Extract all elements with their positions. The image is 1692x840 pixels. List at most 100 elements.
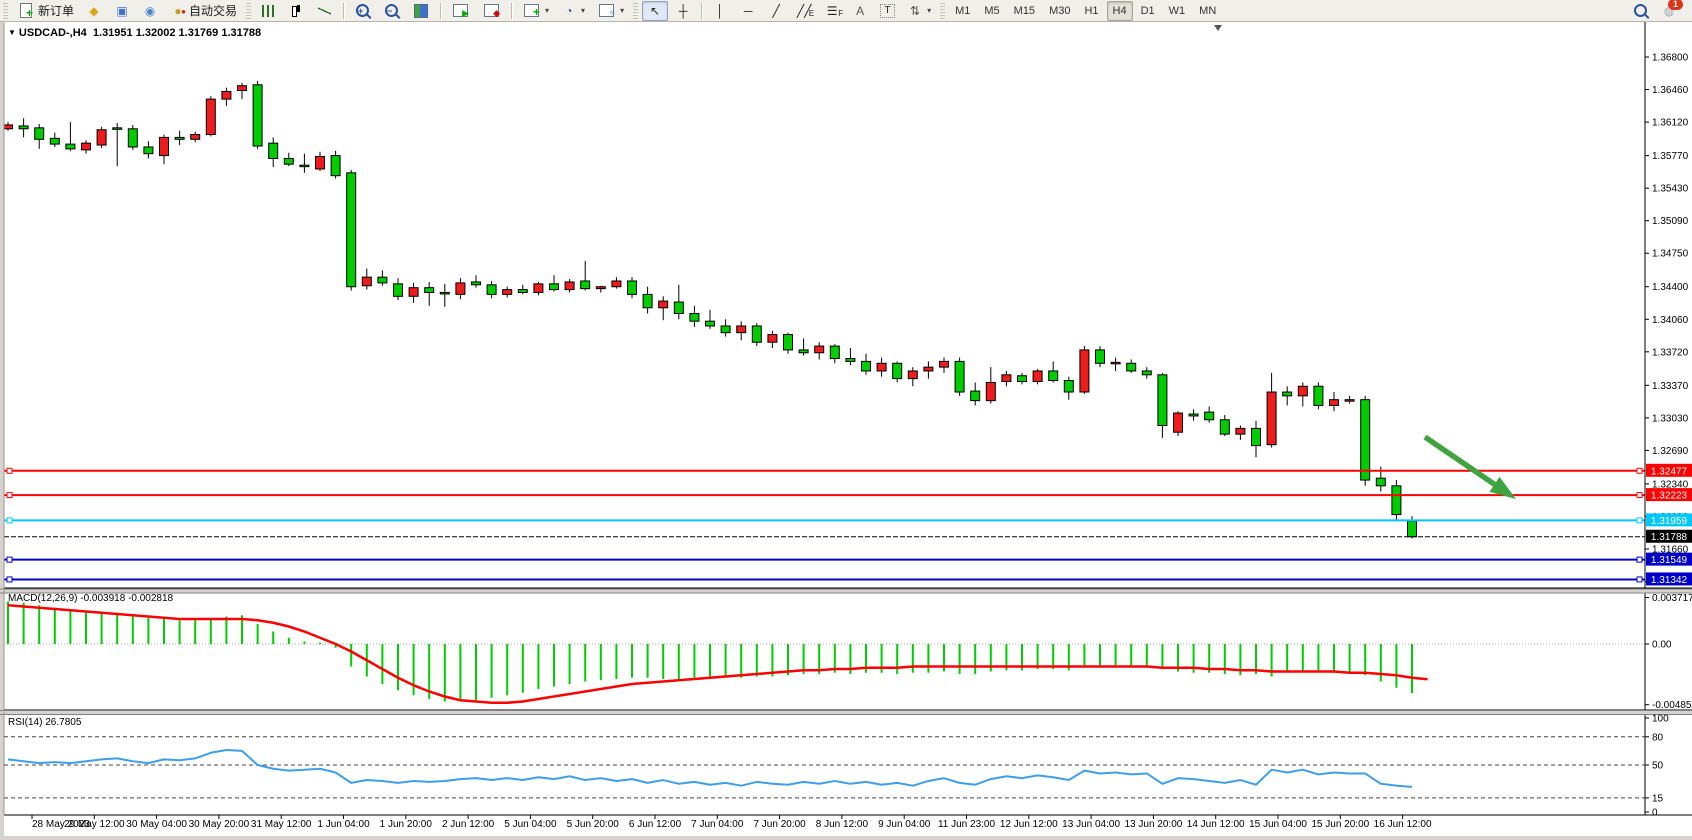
chart-shift-button[interactable]: ◆: [477, 1, 506, 21]
timeframe-d1[interactable]: D1: [1140, 4, 1155, 17]
line-chart-icon: [318, 4, 332, 17]
timeframe-m1[interactable]: M1: [955, 4, 971, 17]
zoom-in-button[interactable]: +: [349, 1, 376, 21]
search-icon: [1634, 4, 1647, 17]
svg-text:1.31788: 1.31788: [1651, 532, 1688, 543]
bar-chart-button[interactable]: [255, 1, 281, 21]
rsi-line: [7, 748, 1413, 788]
horizontal-level-lines[interactable]: 1.32477 1.32223 1.31959 1.31549 1.31342: [4, 463, 1692, 586]
candlestick-chart-button[interactable]: [283, 1, 309, 21]
autotrading-label: 自动交易: [189, 4, 238, 18]
rsi-panel[interactable]: 100 80 50 15 0: [4, 714, 1669, 819]
svg-text:5 Jun 20:00: 5 Jun 20:00: [567, 819, 620, 830]
autotrading-button[interactable]: ● ● 自动交易: [165, 1, 242, 21]
tile-windows-button[interactable]: [407, 1, 435, 21]
macd-signal-line: [7, 604, 1428, 704]
zoom-out-button[interactable]: −: [378, 1, 405, 21]
toolbar-grip[interactable]: [633, 2, 639, 19]
timeframe-mn[interactable]: MN: [1199, 4, 1217, 17]
annotation-arrow[interactable]: [1423, 434, 1516, 499]
svg-text:11 Jun 23:00: 11 Jun 23:00: [938, 819, 996, 830]
timeframe-h1[interactable]: H1: [1084, 4, 1099, 17]
chart-shift-marker-icon[interactable]: [1214, 25, 1222, 31]
search-button[interactable]: [1627, 1, 1654, 21]
svg-text:1.31959: 1.31959: [1651, 516, 1688, 527]
notification-badge: 1: [1668, 0, 1683, 10]
chart-menu-triangle-icon[interactable]: ▼: [8, 28, 16, 37]
market-watch-button[interactable]: ◆: [81, 1, 107, 21]
svg-text:15: 15: [1652, 793, 1664, 804]
cursor-button[interactable]: ↖: [642, 0, 669, 21]
svg-text:1.35090: 1.35090: [1652, 216, 1689, 227]
trendline-button[interactable]: ╱: [763, 1, 789, 21]
text-button[interactable]: A: [847, 1, 873, 21]
svg-text:100: 100: [1652, 714, 1669, 725]
macd-panel[interactable]: 0.003717 0.00 -0.004854: [4, 593, 1692, 711]
svg-text:1.36460: 1.36460: [1652, 85, 1689, 96]
svg-text:13 Jun 04:00: 13 Jun 04:00: [1062, 819, 1120, 830]
chart-shift-icon: ◆: [484, 4, 500, 18]
svg-text:1.34400: 1.34400: [1652, 282, 1689, 293]
crosshair-button[interactable]: ┼: [670, 1, 696, 21]
candles-layer[interactable]: [4, 80, 1417, 539]
new-order-button[interactable]: 新订单: [12, 1, 79, 21]
svg-text:9 Jun 04:00: 9 Jun 04:00: [878, 819, 931, 830]
svg-text:1.33030: 1.33030: [1652, 413, 1689, 424]
notifications-button[interactable]: ◍ 1: [1656, 0, 1683, 21]
line-chart-button[interactable]: [311, 1, 338, 21]
svg-text:15 Jun 04:00: 15 Jun 04:00: [1249, 819, 1307, 830]
toolbar-grip[interactable]: [246, 2, 252, 19]
svg-text:28 May 2023: 28 May 2023: [32, 819, 90, 830]
zoom-out-icon: −: [385, 4, 399, 17]
periods-button[interactable]: ◔ ▾: [556, 1, 590, 21]
arrows-button[interactable]: ⇅ ▾: [902, 1, 936, 21]
templates-button[interactable]: ∿ ▾: [592, 1, 629, 21]
svg-text:1.32477: 1.32477: [1651, 466, 1688, 477]
svg-text:1.33370: 1.33370: [1652, 381, 1689, 392]
fibonacci-button[interactable]: ☰ F: [819, 1, 845, 21]
svg-text:7 Jun 20:00: 7 Jun 20:00: [753, 819, 806, 830]
zoom-in-icon: +: [356, 4, 370, 17]
svg-text:80: 80: [1652, 732, 1664, 743]
horizontal-line-button[interactable]: ─: [735, 1, 761, 21]
trendline-icon: ╱: [772, 3, 780, 18]
svg-text:15 Jun 20:00: 15 Jun 20:00: [1311, 819, 1369, 830]
auto-scroll-icon: ▶: [453, 4, 469, 18]
timeframe-h4[interactable]: H4: [1106, 0, 1133, 21]
text-icon: A: [856, 3, 865, 18]
templates-icon: ∿: [599, 4, 615, 17]
vertical-line-button[interactable]: │: [707, 1, 733, 21]
timeframe-m30[interactable]: M30: [1049, 4, 1071, 17]
indicators-button[interactable]: ▾: [517, 1, 554, 21]
svg-text:1 Jun 04:00: 1 Jun 04:00: [317, 819, 370, 830]
svg-text:1 Jun 20:00: 1 Jun 20:00: [380, 819, 433, 830]
navigator-icon: ▣: [116, 3, 128, 18]
candlestick-chart-icon: [290, 4, 302, 18]
svg-text:14 Jun 12:00: 14 Jun 12:00: [1187, 819, 1245, 830]
svg-text:1.32340: 1.32340: [1652, 479, 1689, 490]
svg-text:13 Jun 20:00: 13 Jun 20:00: [1124, 819, 1182, 830]
svg-text:7 Jun 04:00: 7 Jun 04:00: [691, 819, 744, 830]
signals-icon: ◉: [144, 3, 156, 18]
navigator-button[interactable]: ▣: [109, 1, 135, 21]
equidistant-channel-button[interactable]: ╱╱ E: [791, 1, 817, 21]
timeframe-w1[interactable]: W1: [1168, 4, 1186, 17]
timeframe-m5[interactable]: M5: [984, 4, 1000, 17]
svg-text:1.35430: 1.35430: [1652, 184, 1689, 195]
svg-text:5 Jun 04:00: 5 Jun 04:00: [504, 819, 557, 830]
new-order-icon: [20, 3, 33, 21]
svg-text:1.34750: 1.34750: [1652, 249, 1689, 260]
svg-text:1.31549: 1.31549: [1651, 555, 1688, 566]
text-label-button[interactable]: T: [875, 1, 900, 21]
signals-button[interactable]: ◉: [137, 1, 163, 21]
auto-scroll-button[interactable]: ▶: [446, 1, 475, 21]
toolbar-grip[interactable]: [3, 2, 8, 19]
toolbar-grip[interactable]: [940, 2, 946, 19]
clock-icon: ◔: [565, 3, 573, 18]
timeframe-m15[interactable]: M15: [1013, 4, 1036, 17]
bid-price-line: 1.31788: [4, 529, 1692, 543]
svg-text:1.36120: 1.36120: [1652, 118, 1689, 129]
